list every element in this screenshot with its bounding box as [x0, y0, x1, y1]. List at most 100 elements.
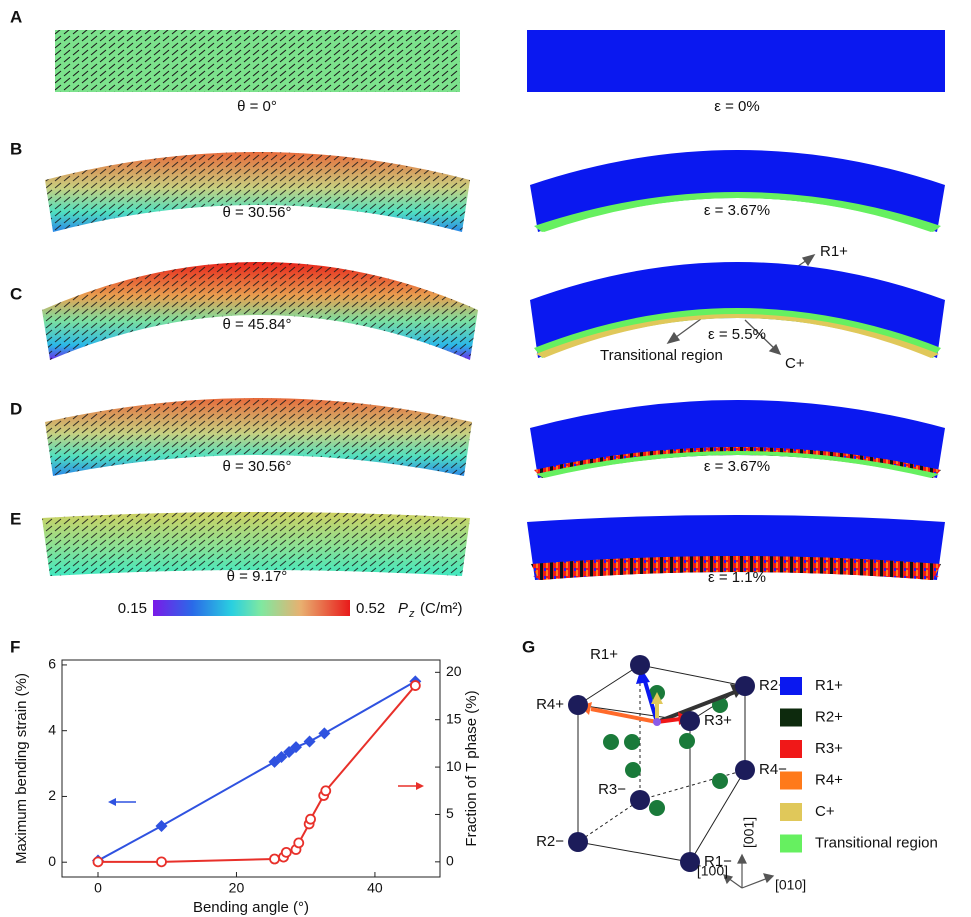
- panel-letter: D: [10, 399, 22, 418]
- annotation: R1+: [820, 243, 848, 260]
- legend-label: C+: [815, 803, 835, 820]
- legend-label: R2+: [815, 708, 843, 725]
- plot-frame: [61, 659, 441, 878]
- phase-strip: [534, 447, 941, 478]
- colorbar-unit: (C/m²): [420, 600, 462, 617]
- cube-vectors: [580, 668, 745, 726]
- annotation: C+: [785, 355, 805, 372]
- legend-label: R3+: [815, 740, 843, 757]
- strain-label: ε = 3.67%: [704, 458, 770, 475]
- phase-strip: [534, 192, 941, 232]
- legend-label: R4+: [815, 771, 843, 788]
- cube-corner: [680, 711, 700, 731]
- y-tick-label: 6: [48, 656, 56, 672]
- cube-corner: [630, 655, 650, 675]
- y-tick-label: 2: [48, 787, 56, 803]
- point: [156, 856, 167, 868]
- cube-corner: [735, 760, 755, 780]
- arrow-field: [45, 398, 472, 476]
- colorbar: [153, 600, 350, 616]
- arrow-field: [55, 30, 460, 92]
- strain-label: ε = 5.5%: [708, 326, 766, 343]
- colorbar-subscript: z: [408, 608, 415, 620]
- strain-label: ε = 1.1%: [708, 569, 766, 586]
- cube-corner: [735, 676, 755, 696]
- arrow-field: [42, 262, 478, 360]
- corner-label: R1−: [704, 853, 732, 870]
- crystal-axes: [723, 853, 775, 889]
- cube-corner: [568, 832, 588, 852]
- y2-tick-label: 15: [446, 710, 462, 726]
- point: [318, 727, 331, 740]
- panel-letter: F: [10, 637, 20, 656]
- colorbar-symbol: P: [398, 600, 408, 617]
- phase-strip: [533, 568, 939, 580]
- cube-corner: [568, 695, 588, 715]
- axis-direction: [001]: [741, 817, 757, 848]
- x-axis-label: Bending angle (°): [193, 899, 309, 916]
- legend-swatch: [780, 771, 802, 790]
- point: [409, 680, 421, 691]
- colorbar-max: 0.52: [356, 600, 385, 617]
- strain-label: ε = 3.67%: [704, 202, 770, 219]
- corner-label: R3+: [704, 712, 732, 729]
- phase-strip: [536, 451, 939, 478]
- arrow-field: [42, 512, 470, 576]
- legend-swatch: [780, 803, 802, 821]
- corner-label: R1+: [590, 646, 618, 663]
- theta-label: θ = 30.56°: [223, 458, 292, 475]
- point: [293, 837, 305, 849]
- point: [290, 741, 302, 754]
- phase-strip: [536, 194, 939, 232]
- theta-label: θ = 30.56°: [223, 204, 292, 221]
- theta-label: θ = 0°: [237, 98, 277, 115]
- legend-swatch: [780, 740, 802, 758]
- legend-label: Transitional region: [815, 834, 938, 851]
- y2-tick-label: 5: [446, 805, 454, 821]
- y-tick-label: 4: [48, 721, 56, 737]
- y2-axis-label: Fraction of T phase (%): [463, 690, 480, 846]
- point: [320, 785, 332, 797]
- legend-swatch: [780, 677, 802, 695]
- point: [269, 853, 280, 865]
- legend-label: R1+: [815, 677, 843, 694]
- point: [303, 735, 316, 748]
- y-tick-label: 0: [48, 853, 56, 869]
- x-tick-label: 0: [94, 880, 102, 896]
- panel-letter: B: [10, 139, 22, 158]
- panel-letter: C: [10, 284, 22, 303]
- x-tick-label: 20: [229, 880, 245, 896]
- y2-tick-label: 10: [446, 758, 462, 774]
- cube-corner: [630, 790, 650, 810]
- phase-map: [527, 30, 945, 92]
- point: [155, 820, 168, 833]
- theta-label: θ = 45.84°: [223, 316, 292, 333]
- legend-swatch: [780, 708, 802, 727]
- cube-atoms: [603, 685, 728, 816]
- strain-label: ε = 0%: [714, 98, 759, 115]
- phase-strip: [534, 308, 941, 358]
- panel-letter: E: [10, 509, 21, 528]
- colorbar-min: 0.15: [118, 600, 147, 617]
- axis-indicator: [108, 782, 424, 806]
- y2-tick-label: 0: [446, 853, 454, 869]
- y-axis-label: Maximum bending strain (%): [13, 673, 30, 864]
- phase-strip: [536, 314, 939, 358]
- arrow-field: [45, 152, 470, 232]
- annotation: Transitional region: [600, 347, 723, 364]
- point: [92, 856, 104, 868]
- series-line: [97, 680, 416, 862]
- panel-letter: G: [522, 637, 535, 656]
- panel-letter: A: [10, 7, 22, 26]
- corner-label: R4+: [536, 696, 564, 713]
- phase-map: [530, 150, 945, 232]
- corner-label: R2−: [536, 833, 564, 850]
- point: [280, 846, 292, 858]
- x-tick-label: 40: [367, 880, 383, 896]
- corner-label: R3−: [598, 781, 626, 798]
- y2-tick-label: 20: [446, 663, 462, 679]
- theta-label: θ = 9.17°: [227, 568, 288, 585]
- axis-direction: [010]: [775, 877, 806, 893]
- point: [275, 750, 288, 763]
